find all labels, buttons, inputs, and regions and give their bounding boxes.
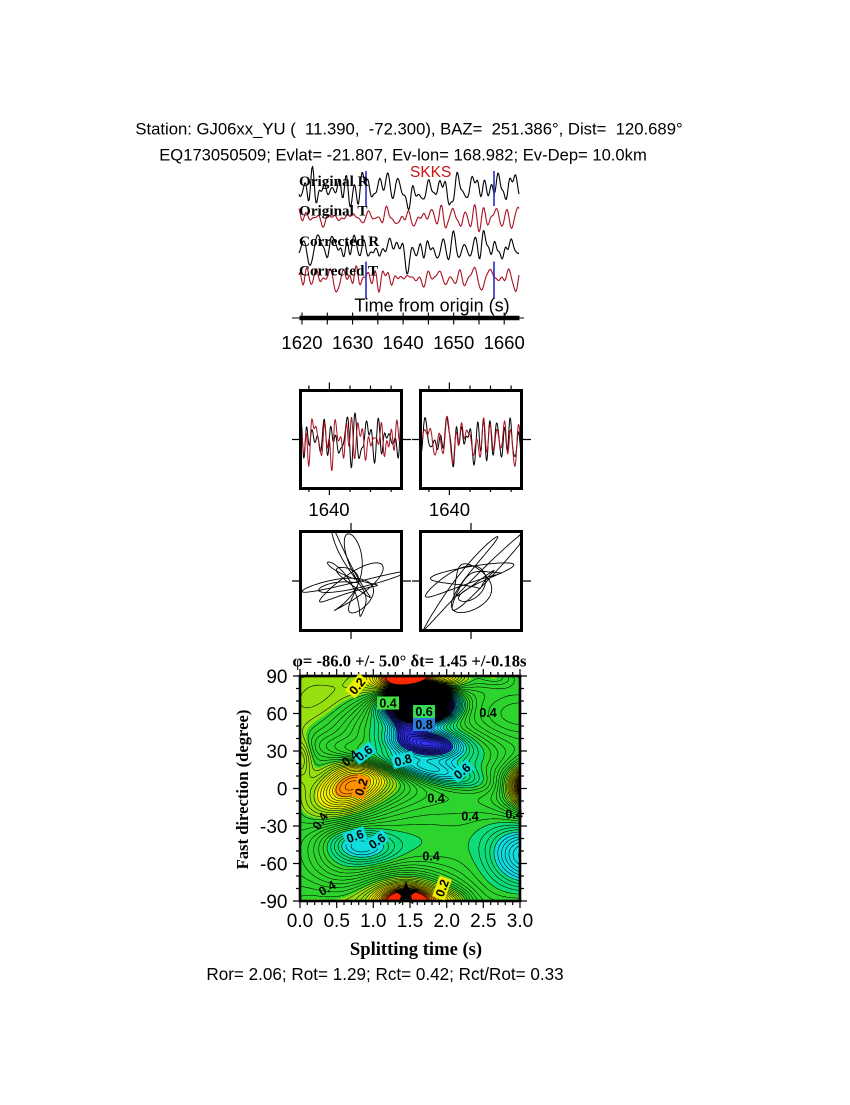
svg-text:EQ173050509; Evlat= -21.807, E: EQ173050509; Evlat= -21.807, Ev-lon= 168… bbox=[159, 146, 647, 165]
svg-text:1660: 1660 bbox=[484, 332, 525, 353]
svg-text:1620: 1620 bbox=[281, 332, 322, 353]
svg-text:0.5: 0.5 bbox=[323, 911, 349, 932]
svg-text:0.6: 0.6 bbox=[345, 827, 366, 846]
svg-text:φ= -86.0 +/- 5.0° δt= 1.45 +/-: φ= -86.0 +/- 5.0° δt= 1.45 +/-0.18s bbox=[293, 652, 527, 671]
svg-text:-30: -30 bbox=[260, 817, 287, 838]
svg-text:Original R: Original R bbox=[299, 173, 370, 190]
svg-text:1630: 1630 bbox=[332, 332, 373, 353]
svg-text:90: 90 bbox=[266, 667, 287, 688]
svg-text:Original T: Original T bbox=[299, 203, 368, 220]
svg-text:0.4: 0.4 bbox=[479, 706, 496, 720]
svg-text:-60: -60 bbox=[260, 854, 287, 875]
svg-text:0.4: 0.4 bbox=[505, 808, 522, 822]
svg-text:0.4: 0.4 bbox=[461, 810, 478, 824]
svg-text:Corrected T: Corrected T bbox=[299, 263, 378, 280]
svg-text:0.4: 0.4 bbox=[427, 792, 444, 806]
svg-text:30: 30 bbox=[266, 742, 287, 763]
svg-text:1650: 1650 bbox=[433, 332, 474, 353]
svg-text:1.5: 1.5 bbox=[397, 911, 423, 932]
svg-text:1640: 1640 bbox=[308, 499, 349, 520]
svg-text:3.0: 3.0 bbox=[507, 911, 533, 932]
svg-text:0.2: 0.2 bbox=[352, 777, 371, 798]
svg-text:2.0: 2.0 bbox=[433, 911, 459, 932]
svg-text:0.8: 0.8 bbox=[393, 751, 413, 769]
svg-text:0.6: 0.6 bbox=[415, 705, 432, 719]
svg-text:Fast direction (degree): Fast direction (degree) bbox=[233, 710, 252, 870]
svg-text:0.2: 0.2 bbox=[433, 878, 452, 899]
svg-text:0.0: 0.0 bbox=[287, 911, 313, 932]
svg-text:Ror= 2.06; Rot= 1.29; Rct= 0.4: Ror= 2.06; Rot= 1.29; Rct= 0.42; Rct/Rot… bbox=[206, 965, 563, 984]
svg-text:1640: 1640 bbox=[383, 332, 424, 353]
svg-text:2.5: 2.5 bbox=[470, 911, 496, 932]
svg-text:-90: -90 bbox=[260, 892, 287, 913]
svg-text:1640: 1640 bbox=[429, 499, 470, 520]
svg-text:60: 60 bbox=[266, 704, 287, 725]
svg-text:Corrected R: Corrected R bbox=[299, 233, 380, 250]
svg-text:0.4: 0.4 bbox=[422, 850, 439, 864]
svg-text:0.4: 0.4 bbox=[379, 697, 396, 711]
svg-text:0: 0 bbox=[277, 779, 288, 800]
svg-text:Station: GJ06xx_YU ( 11.390,: Station: GJ06xx_YU ( 11.390, -72.300), B… bbox=[135, 120, 682, 139]
svg-text:Time from origin (s): Time from origin (s) bbox=[354, 296, 509, 316]
svg-text:1.0: 1.0 bbox=[360, 911, 386, 932]
svg-text:0.8: 0.8 bbox=[415, 718, 432, 732]
svg-text:SKKS: SKKS bbox=[410, 164, 451, 181]
svg-text:Splitting time (s): Splitting time (s) bbox=[350, 939, 482, 960]
